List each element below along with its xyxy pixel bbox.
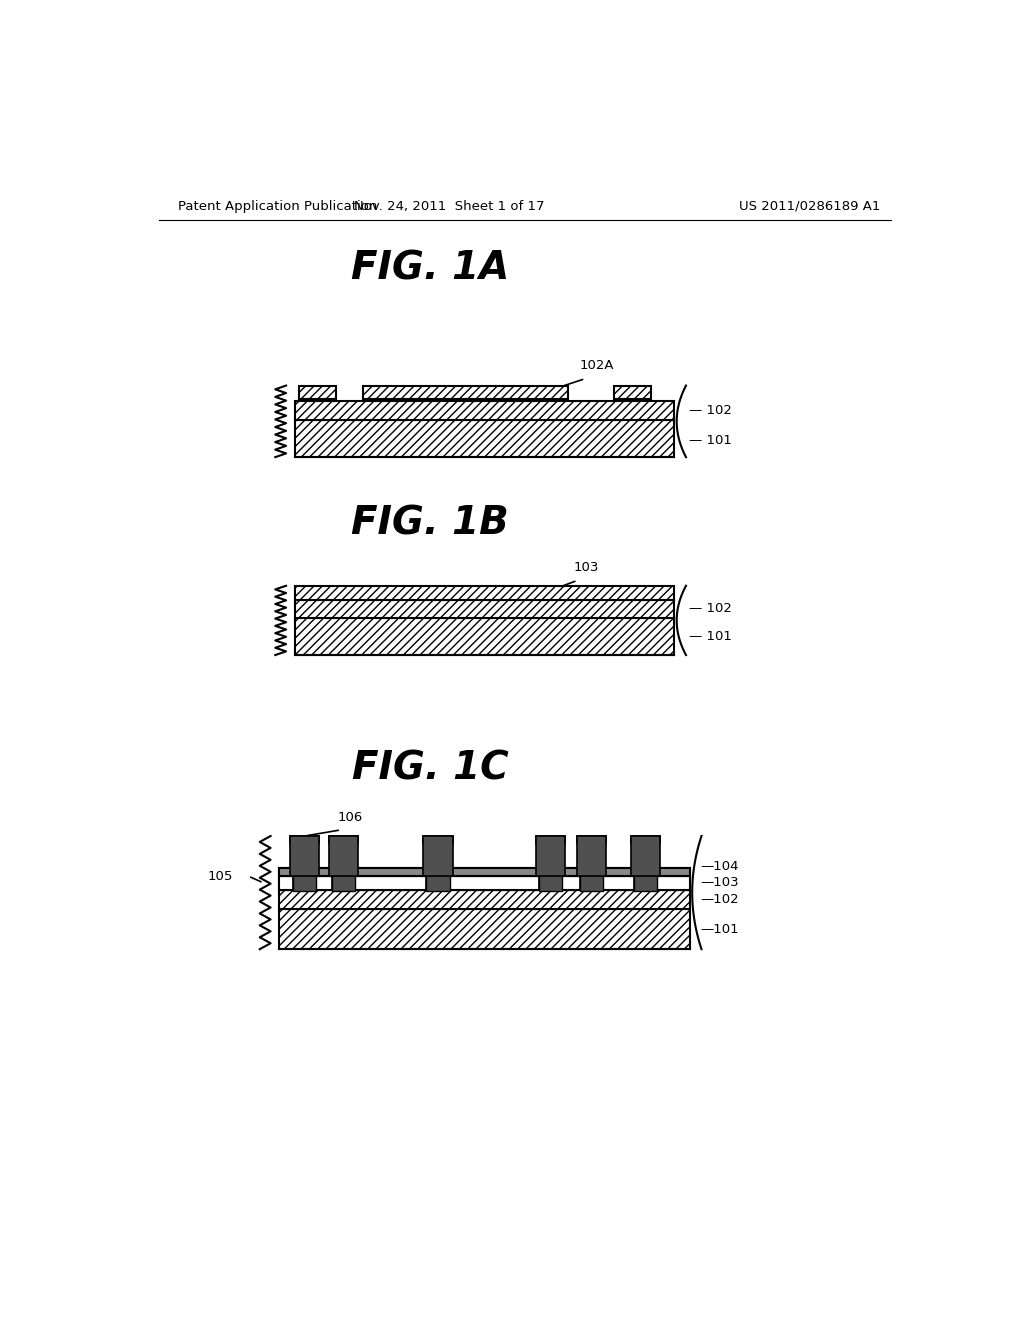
Bar [539,874,562,891]
Bar [539,843,562,890]
Bar [631,836,660,843]
Text: FIG. 1B: FIG. 1B [351,506,509,543]
Bar [426,874,450,891]
Text: 105: 105 [207,870,232,883]
Text: FIG. 1C: FIG. 1C [352,750,509,788]
Bar [295,618,675,655]
Bar [280,876,690,890]
Bar [536,836,565,876]
Bar [634,874,657,891]
Bar [295,586,675,599]
Bar [536,836,565,843]
Bar [293,843,316,890]
Text: 102A: 102A [580,359,614,372]
Bar [580,843,603,890]
Text: —103: —103 [700,876,738,890]
Bar [329,836,358,876]
Bar [280,869,690,876]
Text: —101: —101 [700,923,738,936]
Bar [329,836,358,843]
Bar [299,385,336,400]
Bar [332,874,355,891]
Bar [280,876,690,890]
Text: — 102: — 102 [689,404,732,417]
Bar [634,843,657,890]
Text: 106: 106 [337,810,362,824]
Bar [362,385,568,400]
Bar [280,890,690,909]
Bar [295,401,675,420]
Text: — 102: — 102 [689,602,732,615]
Text: — 101: — 101 [689,630,732,643]
Bar [280,909,690,949]
Bar [295,420,675,457]
Bar [577,836,606,843]
Bar [426,843,450,890]
Text: 103: 103 [573,561,599,574]
Bar [580,874,603,891]
Text: US 2011/0286189 A1: US 2011/0286189 A1 [739,199,881,213]
Text: FIG. 1A: FIG. 1A [351,249,509,288]
Bar [614,385,651,400]
Bar [290,836,319,843]
Bar [280,869,690,876]
Text: Nov. 24, 2011  Sheet 1 of 17: Nov. 24, 2011 Sheet 1 of 17 [354,199,545,213]
Text: — 101: — 101 [689,434,732,446]
Bar [577,836,606,876]
Bar [290,836,319,876]
Text: Patent Application Publication: Patent Application Publication [178,199,378,213]
Bar [332,843,355,890]
Text: —104: —104 [700,859,738,873]
Bar [293,874,316,891]
Bar [631,836,660,876]
Bar [423,836,453,876]
Bar [295,599,675,618]
Text: —102: —102 [700,892,738,906]
Bar [423,836,453,843]
